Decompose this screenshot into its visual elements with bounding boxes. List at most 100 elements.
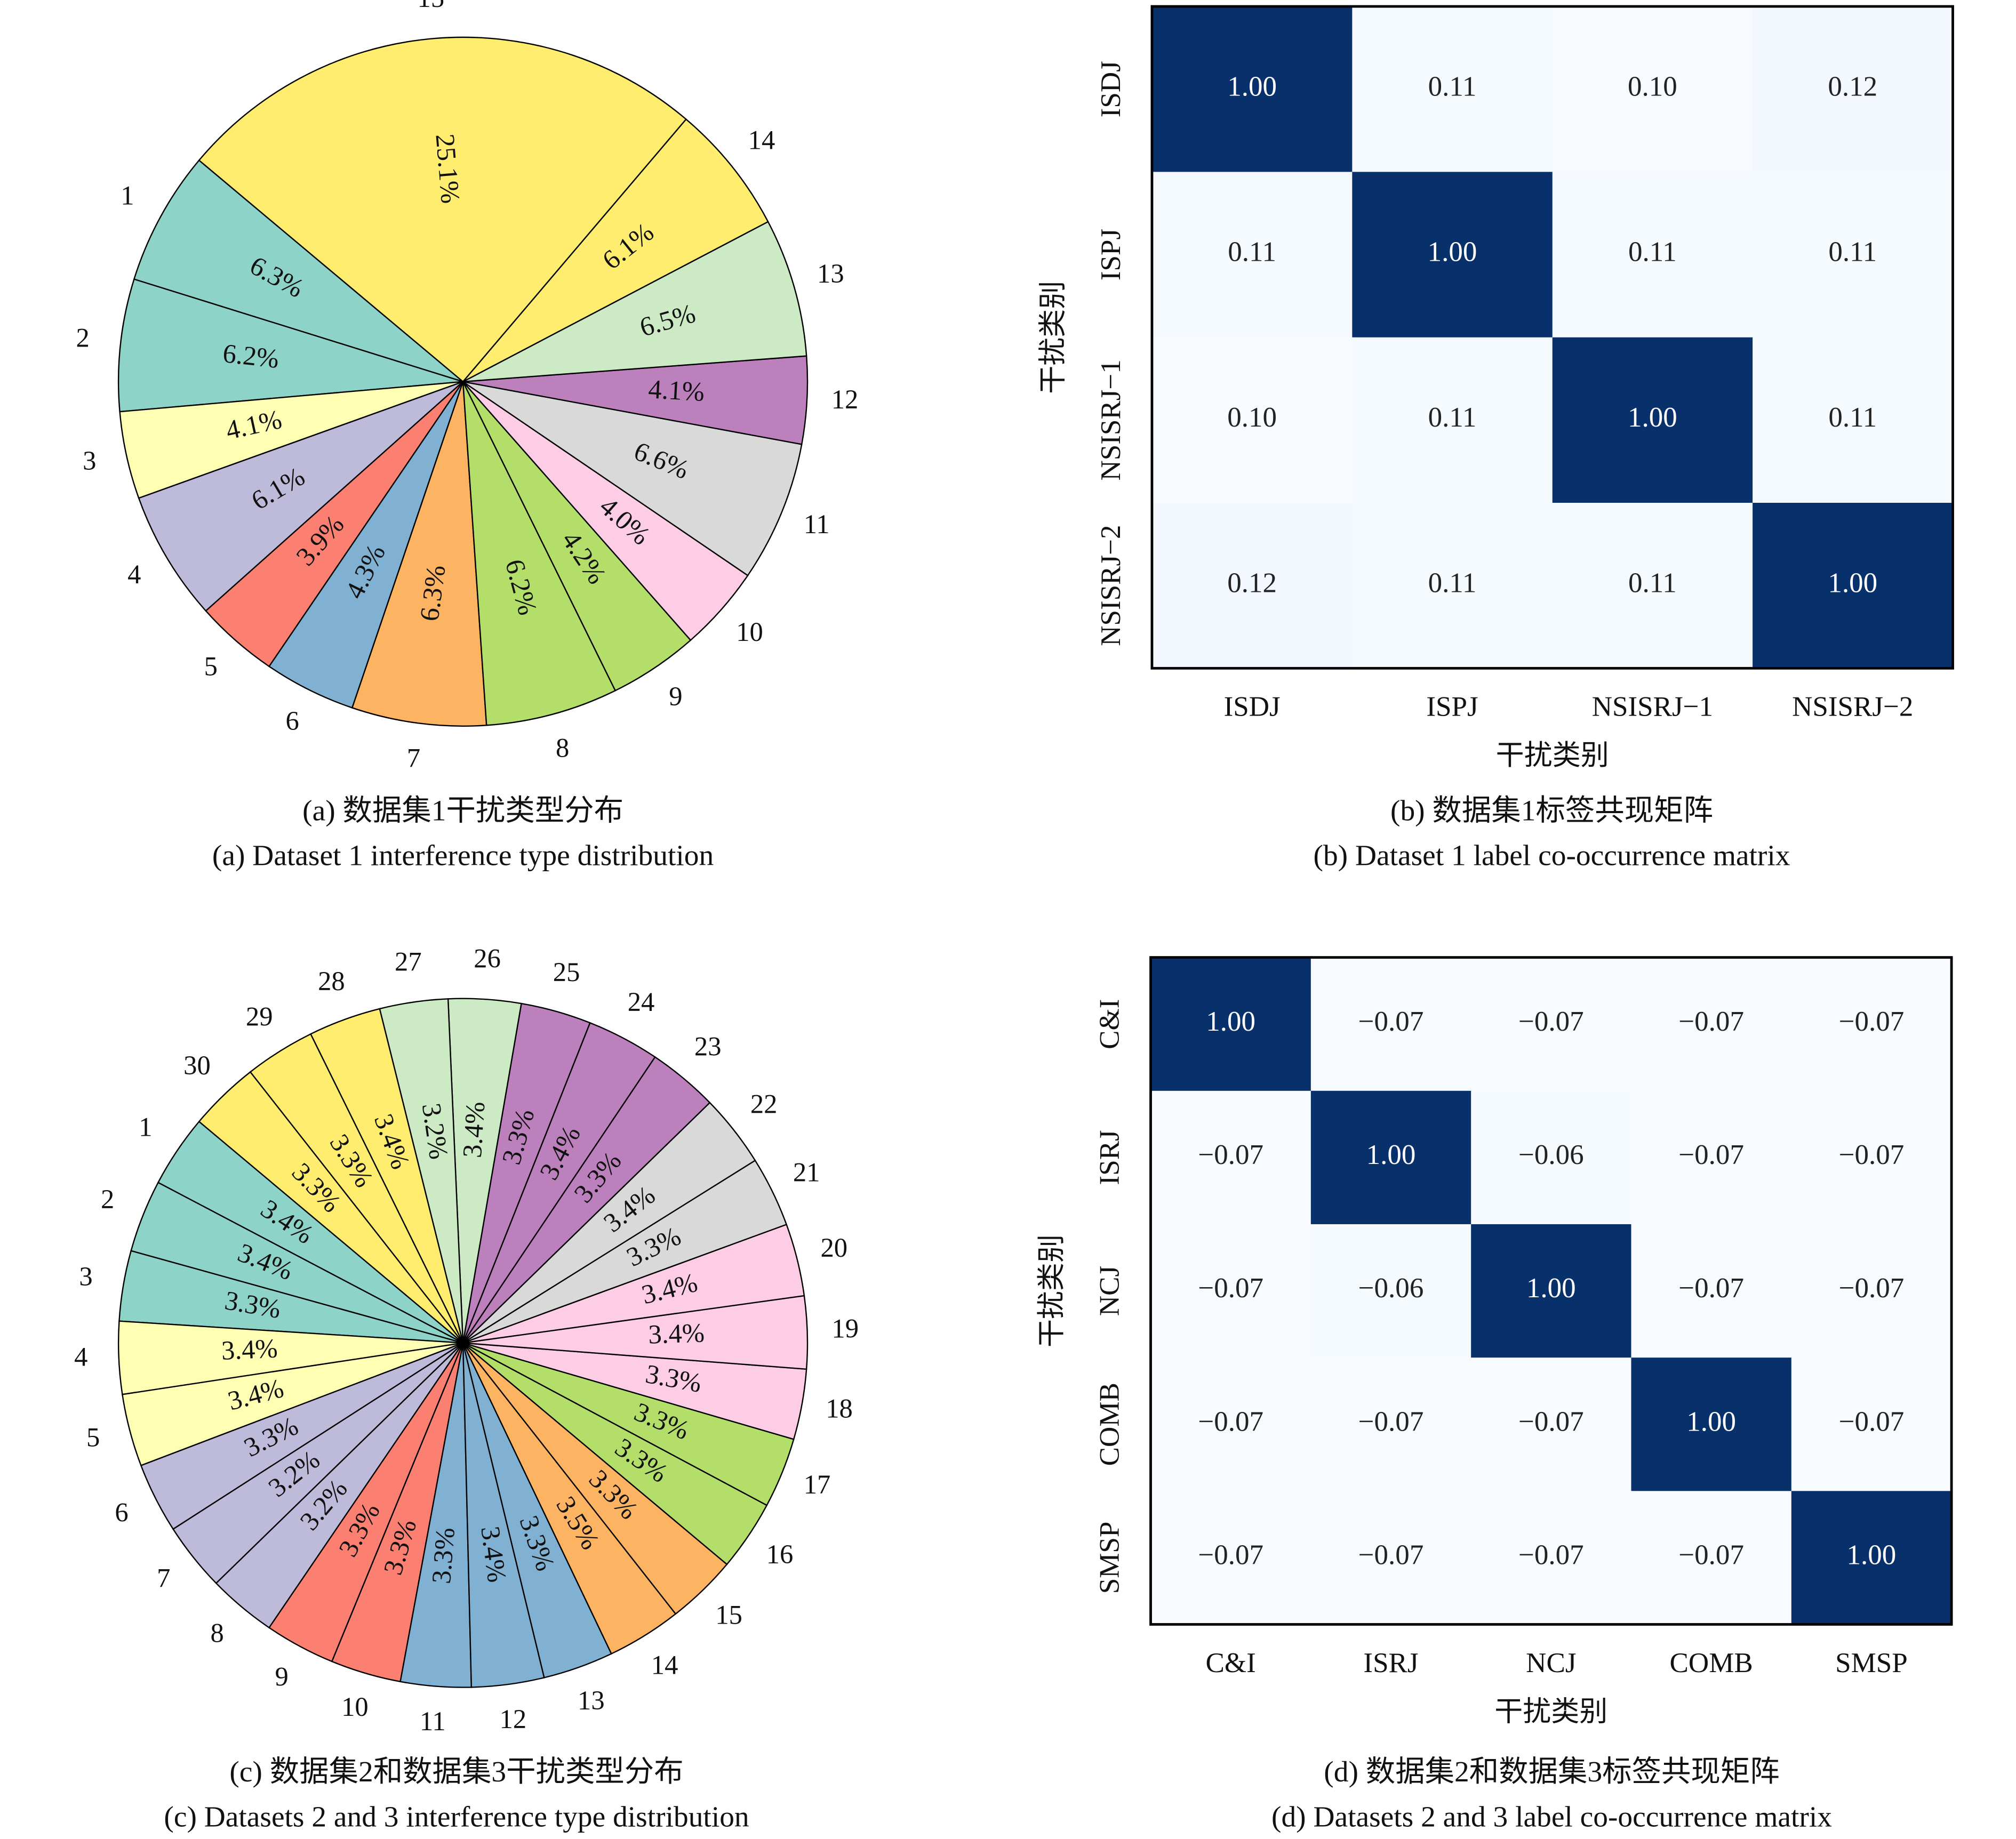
slice-label: 24 xyxy=(628,987,655,1017)
slice-label: 17 xyxy=(804,1469,831,1499)
heat-cell xyxy=(1791,1224,1953,1359)
heat-cell xyxy=(1631,1224,1792,1359)
caption-title: (a) 数据集1干扰类型分布 xyxy=(302,794,623,826)
slice-label: 3 xyxy=(79,1262,92,1291)
cell-label: −0.07 xyxy=(1839,1139,1905,1170)
cell-label: −0.07 xyxy=(1518,1540,1584,1571)
heat-cell xyxy=(1352,172,1553,338)
slice-label: 29 xyxy=(246,1001,273,1031)
slice-label: 28 xyxy=(318,966,345,996)
cell-label: 1.00 xyxy=(1206,1006,1255,1037)
heat-cell xyxy=(1151,502,1353,669)
cell-label: 0.12 xyxy=(1227,567,1277,598)
cell-label: −0.07 xyxy=(1678,1006,1744,1037)
heat-cell xyxy=(1310,1090,1472,1225)
cell-label: 1.00 xyxy=(1686,1406,1736,1437)
slice-label: 4 xyxy=(127,559,141,589)
cell-label: −0.07 xyxy=(1839,1406,1905,1437)
heat-cell xyxy=(1150,1491,1312,1625)
cell-label: 0.11 xyxy=(1228,237,1276,268)
heat-cell xyxy=(1150,957,1312,1091)
slice-label: 21 xyxy=(793,1157,820,1187)
cell-label: −0.07 xyxy=(1678,1540,1744,1571)
cell-label: 0.11 xyxy=(1628,237,1677,268)
cell-label: −0.07 xyxy=(1518,1406,1584,1437)
heat-cell xyxy=(1150,1090,1312,1225)
slice-label: 2 xyxy=(101,1184,114,1214)
cell-label: −0.07 xyxy=(1198,1139,1263,1170)
slice-label: 8 xyxy=(556,733,569,763)
y-tick-label: ISPJ xyxy=(1095,229,1126,280)
heat-cell xyxy=(1753,172,1954,338)
slice-label: 30 xyxy=(183,1050,211,1080)
pie-slice xyxy=(198,36,687,383)
pie-slice xyxy=(462,381,617,726)
heat-cell xyxy=(1310,1358,1472,1492)
caption-title: (b) 数据集1标签共现矩阵 xyxy=(1390,794,1713,826)
heat-cell xyxy=(1552,6,1754,173)
x-tick-label: COMB xyxy=(1670,1648,1753,1679)
cell-label: −0.06 xyxy=(1518,1139,1584,1170)
caption-subtitle: (a) Dataset 1 interference type distribu… xyxy=(212,839,714,872)
heat-cell xyxy=(1631,1358,1792,1492)
heat-cell xyxy=(1552,502,1754,669)
y-axis-label: 干扰类别 xyxy=(1036,1234,1067,1347)
slice-label: 3 xyxy=(83,446,96,476)
cell-label: −0.07 xyxy=(1198,1273,1263,1304)
pie-slice xyxy=(198,1071,464,1344)
cell-label: 0.12 xyxy=(1828,71,1877,102)
plot-frame xyxy=(1150,5,1954,670)
heat-cell xyxy=(1310,1224,1472,1359)
x-tick-label: NSISRJ−1 xyxy=(1592,692,1713,722)
pie-slice xyxy=(462,118,769,382)
cell-label: −0.07 xyxy=(1358,1540,1424,1571)
heat-cell xyxy=(1552,337,1754,504)
slice-label: 18 xyxy=(826,1393,853,1423)
heat-cell xyxy=(1352,502,1553,669)
caption-title: (d) 数据集2和数据集3标签共现矩阵 xyxy=(1324,1755,1779,1788)
pie-slice xyxy=(462,221,807,383)
cell-label: −0.07 xyxy=(1518,1006,1584,1037)
heat-cell xyxy=(1310,1491,1472,1625)
caption-title: (c) 数据集2和数据集3干扰类型分布 xyxy=(229,1755,683,1788)
slice-label: 12 xyxy=(831,384,859,414)
heat-cell xyxy=(1150,1224,1312,1359)
slice-label: 10 xyxy=(736,617,763,647)
heat-cell xyxy=(1791,1090,1953,1225)
cell-label: 1.00 xyxy=(1628,402,1677,433)
slice-label: 6 xyxy=(115,1497,128,1527)
y-tick-label: COMB xyxy=(1094,1383,1125,1466)
cell-label: 0.10 xyxy=(1227,402,1277,433)
slice-label: 11 xyxy=(420,1706,446,1736)
y-tick-label: NCJ xyxy=(1094,1266,1125,1316)
slice-label: 20 xyxy=(820,1233,847,1263)
slice-label: 5 xyxy=(86,1422,100,1452)
pie-slice xyxy=(462,381,692,692)
cell-label: −0.07 xyxy=(1358,1406,1424,1437)
heat-cell xyxy=(1753,337,1954,504)
x-tick-label: NCJ xyxy=(1526,1648,1576,1679)
pct-label: 6.3% xyxy=(414,563,451,623)
slice-label: 15 xyxy=(715,1600,742,1630)
y-tick-label: SMSP xyxy=(1094,1522,1125,1594)
slice-label: 26 xyxy=(474,944,501,974)
heat-cell xyxy=(1791,1491,1953,1625)
slice-label: 6 xyxy=(285,706,299,736)
cell-label: 0.10 xyxy=(1628,71,1677,102)
slice-label: 9 xyxy=(275,1662,289,1692)
heat-cell xyxy=(1471,1224,1632,1359)
slice-label: 13 xyxy=(578,1685,605,1715)
pie-slice xyxy=(268,381,464,709)
x-axis-label: 干扰类别 xyxy=(1496,740,1609,771)
y-tick-label: C&I xyxy=(1094,999,1125,1049)
slice-label: 16 xyxy=(766,1539,794,1569)
x-tick-label: ISRJ xyxy=(1363,1648,1418,1679)
x-tick-label: ISDJ xyxy=(1224,692,1281,722)
pct-label: 3.4% xyxy=(648,1318,705,1349)
x-tick-label: SMSP xyxy=(1835,1648,1908,1679)
caption-subtitle: (d) Datasets 2 and 3 label co-occurrence… xyxy=(1271,1801,1832,1833)
cell-label: 1.00 xyxy=(1227,71,1277,102)
x-tick-label: ISPJ xyxy=(1426,692,1478,722)
slice-label: 9 xyxy=(669,681,682,711)
pie-slice xyxy=(133,159,463,382)
